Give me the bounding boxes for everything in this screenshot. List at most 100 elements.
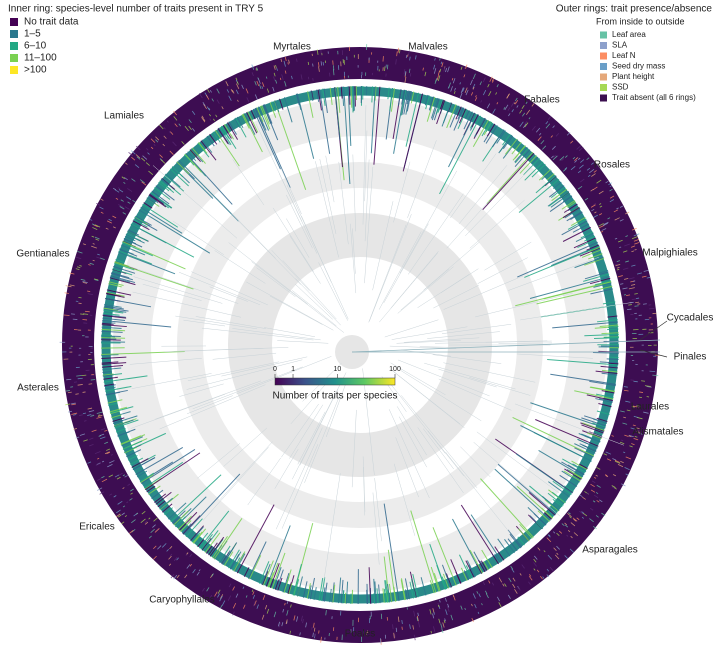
trait-fleck bbox=[477, 611, 480, 615]
branch bbox=[178, 271, 261, 306]
tip-bar bbox=[595, 370, 618, 375]
trait-fleck bbox=[73, 428, 77, 430]
trait-fleck bbox=[450, 86, 453, 92]
trait-fleck bbox=[63, 314, 70, 316]
trait-fleck bbox=[396, 51, 398, 57]
trait-fleck bbox=[231, 89, 235, 94]
branch bbox=[219, 441, 273, 500]
trait-fleck bbox=[579, 494, 583, 498]
trait-fleck bbox=[437, 70, 441, 76]
trait-fleck bbox=[112, 226, 116, 229]
tip-bar bbox=[271, 552, 286, 589]
trait-fleck bbox=[512, 583, 516, 589]
trait-fleck bbox=[465, 89, 469, 96]
tip-bar bbox=[406, 91, 412, 112]
tip-bar bbox=[535, 521, 543, 530]
trait-fleck bbox=[262, 595, 266, 601]
trait-fleck bbox=[261, 82, 265, 87]
trait-fleck bbox=[78, 414, 83, 417]
trait-fleck bbox=[496, 102, 499, 105]
trait-fleck bbox=[591, 162, 594, 165]
tip-bar bbox=[243, 567, 250, 577]
tip-bar bbox=[109, 406, 134, 414]
tip-bar bbox=[561, 461, 585, 476]
tip-bar bbox=[109, 406, 128, 413]
tip-bar bbox=[112, 417, 125, 422]
branch bbox=[186, 395, 233, 415]
trait-fleck bbox=[128, 151, 134, 157]
tip-bar bbox=[607, 326, 619, 328]
tip-bar bbox=[582, 444, 597, 452]
tip-bar bbox=[193, 528, 207, 544]
trait-fleck bbox=[642, 303, 647, 305]
trait-fleck bbox=[442, 622, 445, 628]
trait-fleck bbox=[566, 132, 571, 136]
trait-fleck bbox=[586, 167, 591, 171]
tip-bar bbox=[144, 452, 201, 491]
trait-fleck bbox=[521, 112, 526, 117]
tip-bar bbox=[122, 241, 186, 270]
branch bbox=[372, 492, 380, 565]
tip-bar bbox=[387, 549, 396, 602]
trait-fleck bbox=[92, 227, 98, 230]
tip-bar bbox=[480, 478, 534, 538]
tip-bar bbox=[110, 275, 136, 284]
trait-fleck bbox=[235, 593, 239, 598]
tip-bar bbox=[214, 129, 240, 167]
tip-bar bbox=[552, 498, 563, 508]
trait-fleck bbox=[521, 105, 525, 110]
branch bbox=[403, 337, 480, 343]
trait-fleck bbox=[443, 66, 446, 72]
trait-fleck bbox=[446, 606, 450, 612]
legend-label: 6–10 bbox=[24, 41, 47, 52]
tip-bar bbox=[262, 560, 274, 586]
trait-fleck bbox=[172, 141, 177, 147]
trait-fleck bbox=[211, 573, 214, 577]
tip-bar bbox=[548, 481, 570, 498]
branch bbox=[187, 361, 280, 382]
tip-bar bbox=[242, 113, 263, 153]
branch bbox=[172, 220, 224, 255]
trait-fleck bbox=[472, 83, 476, 89]
trait-fleck bbox=[168, 555, 172, 560]
tip-bar bbox=[201, 139, 213, 153]
trait-fleck bbox=[570, 535, 573, 539]
trait-fleck bbox=[277, 621, 281, 627]
trait-fleck bbox=[130, 150, 136, 155]
trait-fleck bbox=[581, 511, 585, 514]
trait-fleck bbox=[498, 577, 503, 583]
trait-fleck bbox=[316, 49, 319, 55]
trait-fleck bbox=[617, 239, 623, 243]
trait-fleck bbox=[582, 496, 586, 500]
trait-fleck bbox=[89, 437, 94, 440]
trait-fleck bbox=[87, 293, 93, 296]
tip-bar bbox=[584, 257, 605, 266]
trait-fleck bbox=[148, 535, 152, 539]
trait-fleck bbox=[478, 593, 481, 598]
tip-bar bbox=[378, 584, 381, 604]
trait-fleck bbox=[160, 159, 166, 164]
tip-bar bbox=[599, 324, 619, 327]
tip-bar bbox=[515, 453, 573, 494]
trait-fleck bbox=[475, 95, 477, 98]
tip-bar bbox=[221, 125, 237, 150]
tip-bar bbox=[412, 573, 419, 598]
trait-fleck bbox=[153, 517, 158, 522]
tip-bar bbox=[564, 485, 574, 493]
trait-fleck bbox=[537, 136, 542, 141]
tip-bar bbox=[531, 163, 546, 178]
trait-fleck bbox=[556, 532, 560, 537]
tip-bar bbox=[483, 561, 489, 571]
trait-fleck bbox=[117, 514, 122, 518]
tip-bar bbox=[382, 588, 385, 603]
legend-label: >100 bbox=[24, 65, 47, 76]
trait-fleck bbox=[113, 495, 117, 498]
tip-bar bbox=[110, 272, 133, 281]
white-gap bbox=[95, 80, 625, 610]
tip-bar bbox=[607, 315, 618, 318]
tip-bar bbox=[403, 90, 409, 115]
trait-fleck bbox=[293, 615, 296, 621]
tip-bar bbox=[133, 219, 148, 228]
trait-fleck bbox=[226, 89, 230, 93]
tip-bar bbox=[121, 436, 143, 447]
